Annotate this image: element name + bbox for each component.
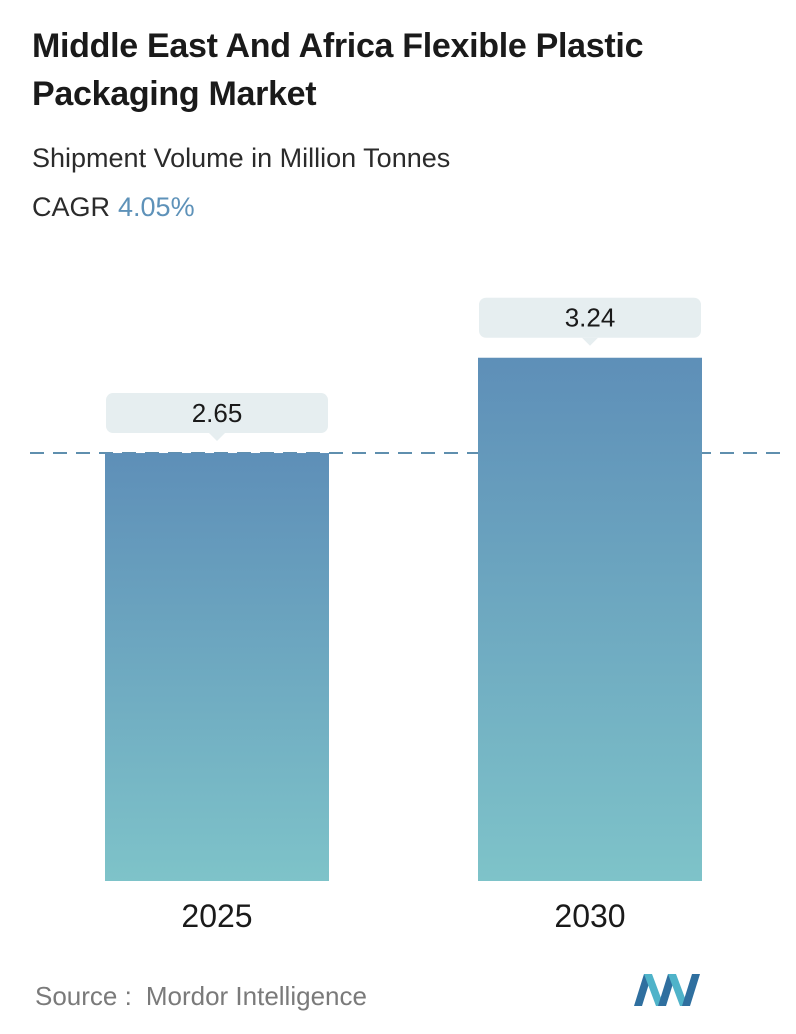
cagr-label: CAGR bbox=[32, 192, 111, 222]
category-label-2030: 2030 bbox=[554, 898, 625, 934]
chart-subtitle: Shipment Volume in Million Tonnes bbox=[32, 143, 451, 173]
cagr-line: CAGR 4.05% bbox=[32, 187, 195, 227]
source-line: Source : Mordor Intelligence bbox=[35, 976, 367, 1016]
value-label-2025: 2.65 bbox=[192, 398, 243, 428]
mordor-intelligence-logo-icon bbox=[634, 974, 700, 1006]
value-label-2030: 3.24 bbox=[565, 303, 616, 333]
source-value: Mordor Intelligence bbox=[145, 981, 367, 1011]
bar-2025 bbox=[105, 453, 329, 881]
category-label-2025: 2025 bbox=[181, 898, 252, 934]
value-label-pointer-2030 bbox=[582, 337, 598, 346]
bar-chart: 2.65 2025 3.24 2030 bbox=[30, 297, 780, 934]
cagr-value: 4.05% bbox=[118, 192, 195, 222]
source-label: Source : bbox=[35, 981, 132, 1011]
value-label-bg-2025 bbox=[106, 393, 328, 434]
chart-title: Middle East And Africa Flexible Plastic … bbox=[32, 27, 644, 113]
value-label-pointer-2025 bbox=[209, 433, 225, 442]
value-label-bg-2030 bbox=[479, 297, 701, 338]
bar-2030 bbox=[478, 357, 702, 881]
